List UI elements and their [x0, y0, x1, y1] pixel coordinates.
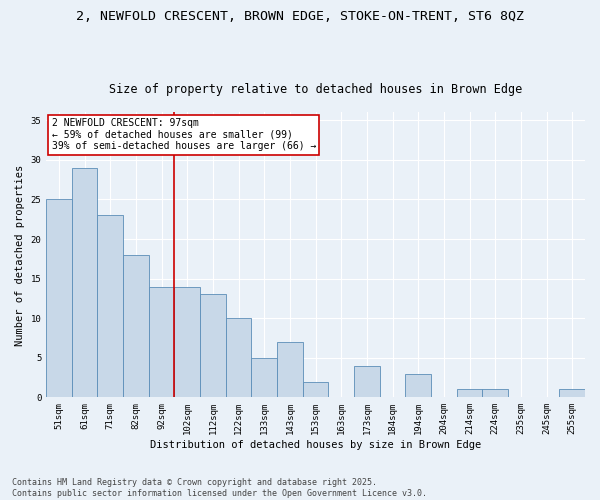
Bar	[123, 255, 149, 398]
Bar	[226, 318, 251, 398]
Bar	[251, 358, 277, 398]
Bar	[457, 390, 482, 398]
Bar	[200, 294, 226, 398]
Bar	[46, 200, 72, 398]
Bar	[175, 286, 200, 398]
Text: 2, NEWFOLD CRESCENT, BROWN EDGE, STOKE-ON-TRENT, ST6 8QZ: 2, NEWFOLD CRESCENT, BROWN EDGE, STOKE-O…	[76, 10, 524, 23]
Bar	[303, 382, 328, 398]
Bar	[406, 374, 431, 398]
Bar	[354, 366, 380, 398]
Title: Size of property relative to detached houses in Brown Edge: Size of property relative to detached ho…	[109, 83, 522, 96]
Bar	[482, 390, 508, 398]
X-axis label: Distribution of detached houses by size in Brown Edge: Distribution of detached houses by size …	[150, 440, 481, 450]
Y-axis label: Number of detached properties: Number of detached properties	[15, 164, 25, 346]
Bar	[277, 342, 303, 398]
Bar	[559, 390, 585, 398]
Bar	[72, 168, 97, 398]
Bar	[149, 286, 175, 398]
Text: Contains HM Land Registry data © Crown copyright and database right 2025.
Contai: Contains HM Land Registry data © Crown c…	[12, 478, 427, 498]
Text: 2 NEWFOLD CRESCENT: 97sqm
← 59% of detached houses are smaller (99)
39% of semi-: 2 NEWFOLD CRESCENT: 97sqm ← 59% of detac…	[52, 118, 316, 152]
Bar	[97, 216, 123, 398]
